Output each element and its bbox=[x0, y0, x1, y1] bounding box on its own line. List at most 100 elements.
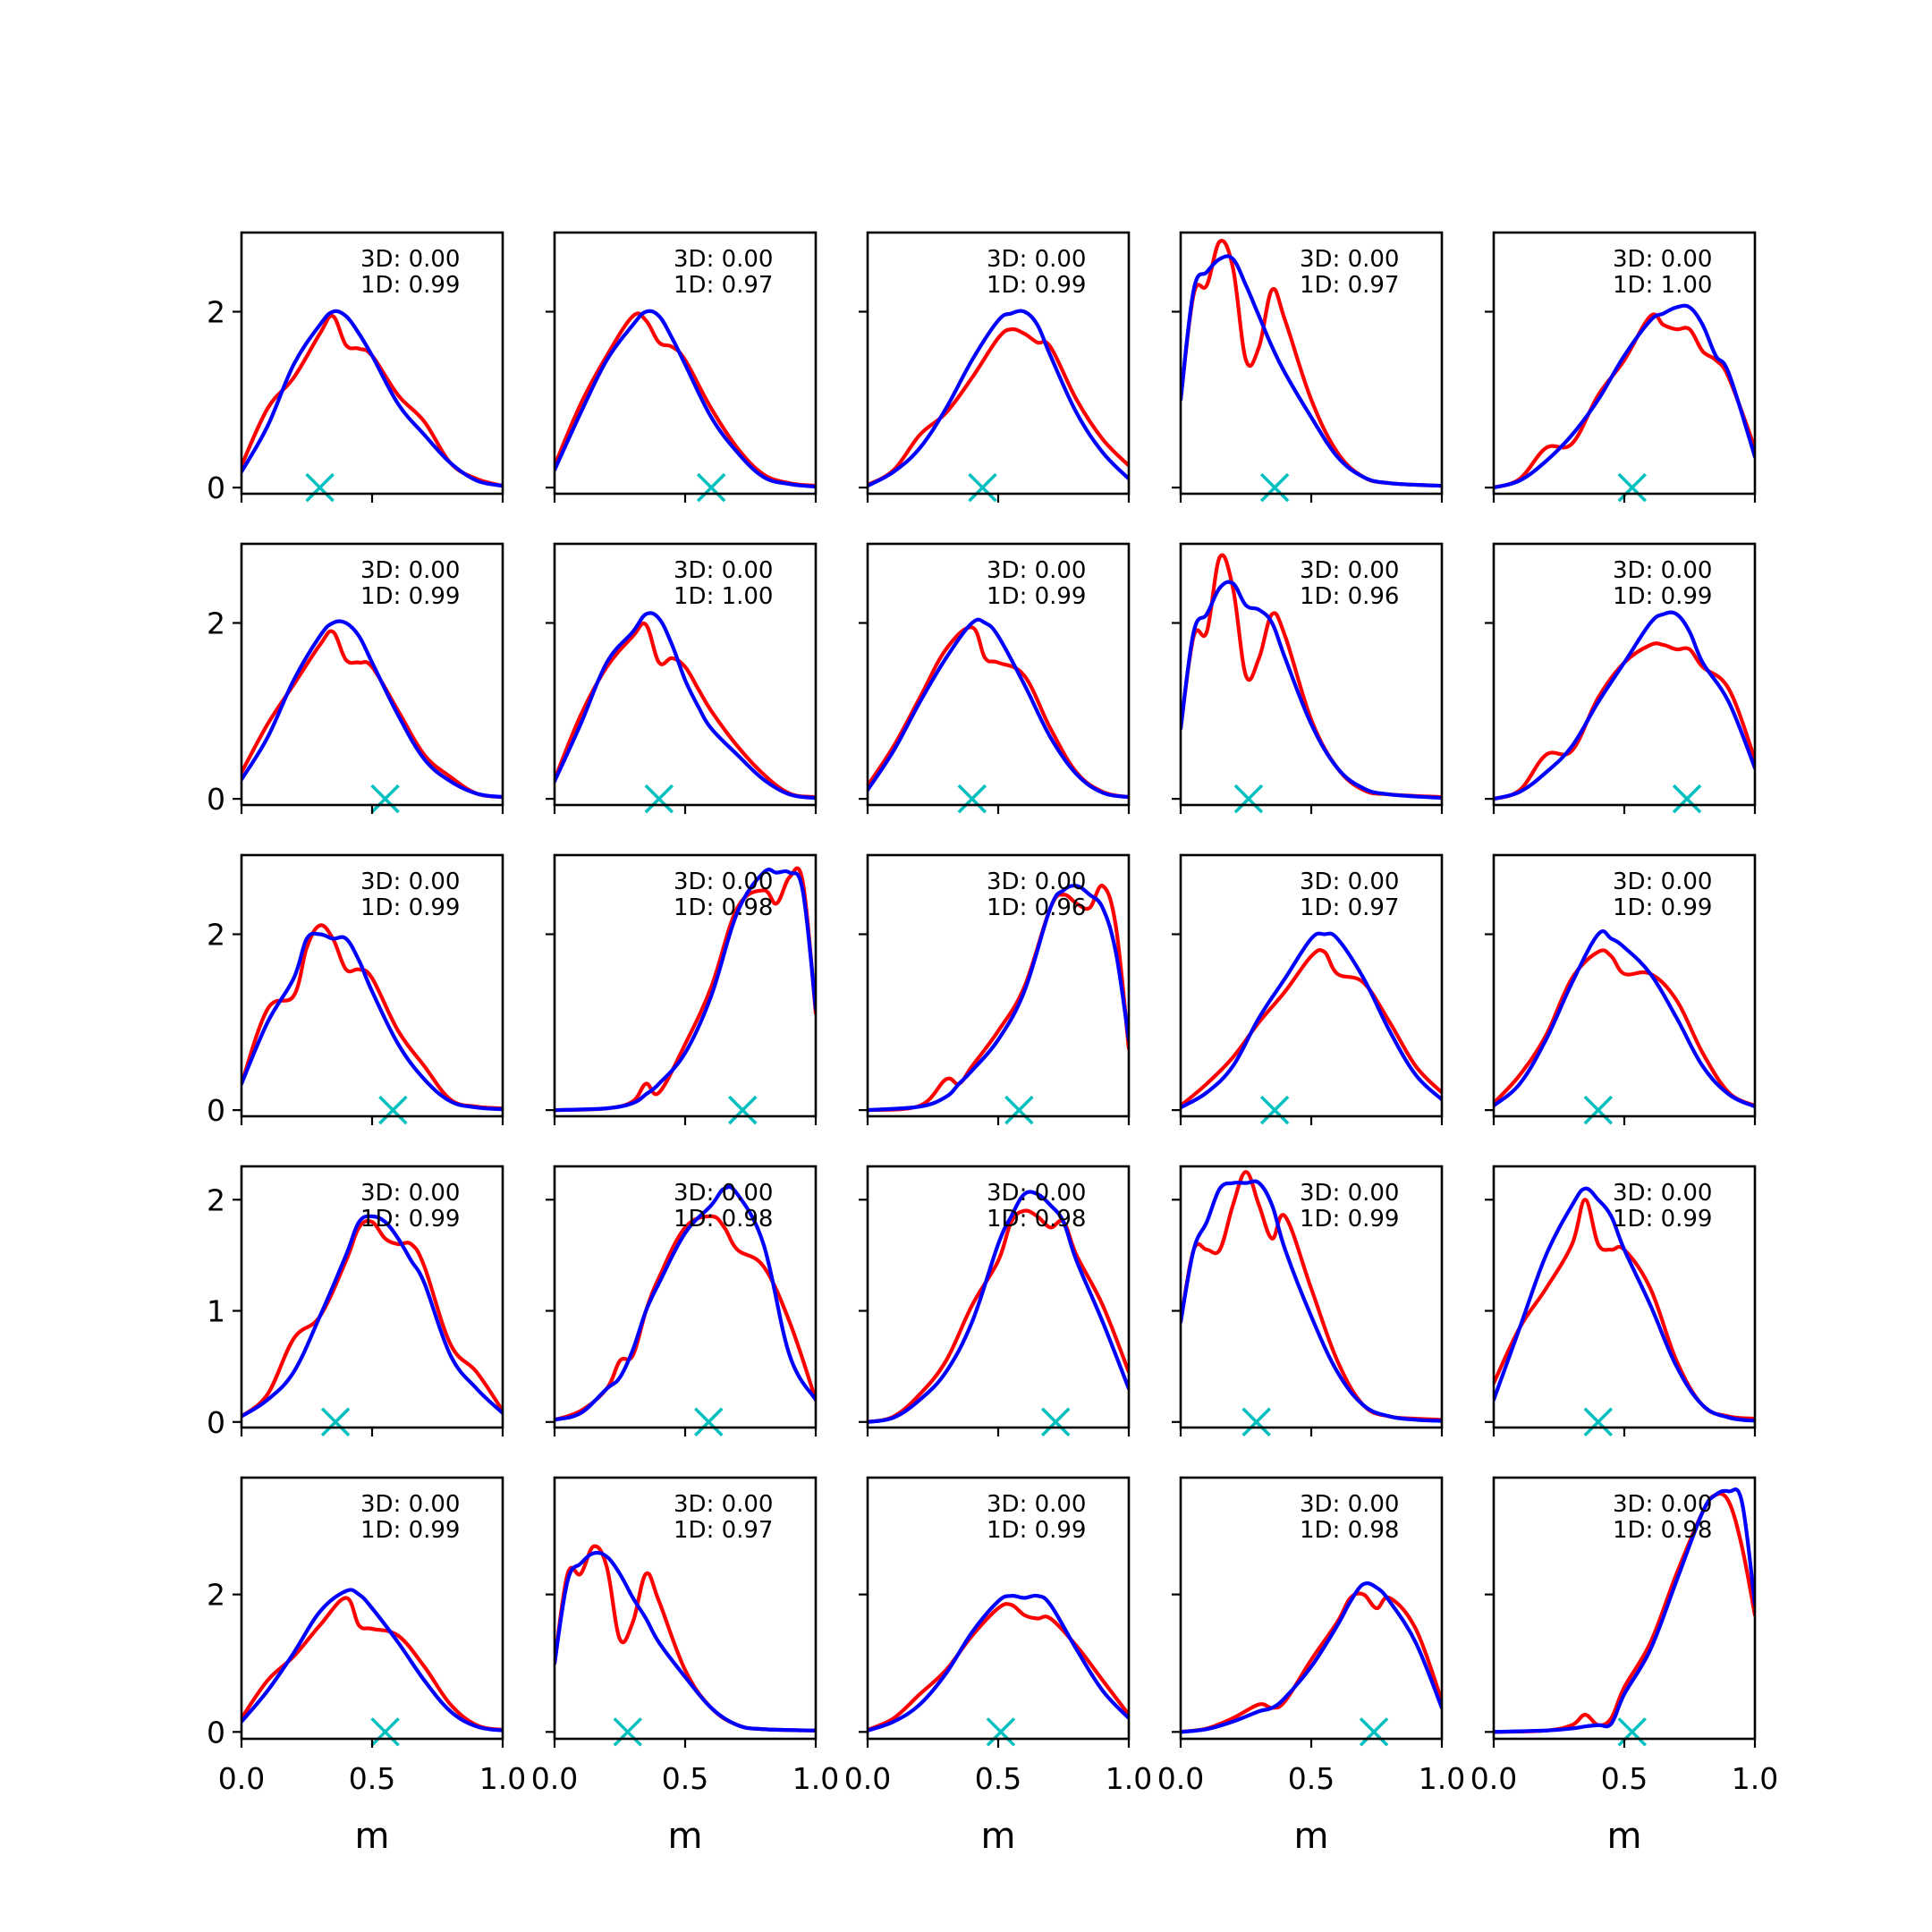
score-annotation: 1D: 0.99 bbox=[1613, 1206, 1712, 1233]
cross-marker-stroke bbox=[1004, 1095, 1034, 1125]
blue-curve bbox=[868, 1593, 1129, 1733]
score-annotation: 1D: 0.98 bbox=[1613, 1517, 1712, 1544]
red-curve bbox=[242, 1218, 503, 1419]
x-axis-label: m bbox=[668, 1816, 703, 1857]
y-tick-label: 0 bbox=[207, 1093, 225, 1128]
y-tick-label: 2 bbox=[207, 294, 225, 329]
cross-marker-stroke bbox=[305, 472, 335, 503]
cross-marker bbox=[1617, 472, 1647, 503]
red-curve bbox=[868, 625, 1129, 800]
blue-curve bbox=[555, 868, 816, 1113]
cross-marker-stroke bbox=[644, 784, 674, 814]
red-curve bbox=[1181, 1591, 1442, 1734]
red-curve bbox=[242, 314, 503, 488]
score-annotation: 3D: 0.00 bbox=[360, 1491, 460, 1518]
y-tick-label: 2 bbox=[207, 1182, 225, 1217]
x-tick-label: 0.0 bbox=[844, 1761, 891, 1796]
x-tick-label: 0.0 bbox=[1470, 1761, 1517, 1796]
red-curve bbox=[1494, 641, 1755, 801]
cross-marker bbox=[986, 1717, 1016, 1747]
score-annotation: 1D: 0.99 bbox=[360, 1517, 460, 1544]
red-curve bbox=[555, 621, 816, 800]
x-tick-label: 0.5 bbox=[1288, 1761, 1335, 1796]
score-annotation: 1D: 0.98 bbox=[987, 1206, 1086, 1233]
blue-curve bbox=[555, 1184, 816, 1422]
cross-marker-stroke bbox=[694, 1407, 724, 1437]
blue-curve bbox=[1494, 1186, 1755, 1423]
score-annotation: 1D: 0.97 bbox=[1300, 894, 1399, 921]
red-curve bbox=[555, 1544, 816, 1733]
y-tick-label: 0 bbox=[207, 470, 225, 505]
blue-curve bbox=[868, 617, 1129, 800]
score-annotation: 1D: 0.98 bbox=[1300, 1517, 1399, 1544]
blue-curve bbox=[1181, 1580, 1442, 1734]
score-annotation: 3D: 0.00 bbox=[1613, 1180, 1712, 1207]
score-annotation: 1D: 1.00 bbox=[1613, 272, 1712, 299]
x-axis-label: m bbox=[1607, 1816, 1642, 1857]
cross-marker bbox=[378, 1095, 408, 1125]
y-tick-label: 0 bbox=[207, 782, 225, 817]
score-annotation: 3D: 0.00 bbox=[987, 1180, 1086, 1207]
red-curve bbox=[242, 923, 503, 1111]
score-annotation: 1D: 0.98 bbox=[674, 1206, 773, 1233]
blue-curve bbox=[1181, 580, 1442, 801]
y-tick-label: 0 bbox=[207, 1405, 225, 1440]
blue-curve bbox=[242, 931, 503, 1112]
cross-marker-stroke bbox=[378, 1095, 408, 1125]
x-axis-label: m bbox=[355, 1816, 390, 1857]
cross-marker bbox=[1004, 1095, 1034, 1125]
x-tick-label: 0.0 bbox=[1157, 1761, 1204, 1796]
score-annotation: 3D: 0.00 bbox=[1613, 246, 1712, 273]
red-curve bbox=[242, 629, 503, 800]
cross-marker-stroke bbox=[1041, 1407, 1071, 1437]
cross-marker-stroke bbox=[1583, 1407, 1614, 1437]
blue-curve bbox=[868, 309, 1129, 488]
red-curve bbox=[1494, 948, 1755, 1108]
cross-marker-stroke bbox=[1583, 1095, 1614, 1125]
cross-marker bbox=[1617, 1717, 1647, 1747]
blue-curve bbox=[555, 611, 816, 801]
y-tick-label: 1 bbox=[207, 1294, 225, 1329]
cross-marker bbox=[370, 784, 400, 814]
cross-marker-stroke bbox=[696, 472, 726, 503]
x-tick-label: 1.0 bbox=[1732, 1761, 1778, 1796]
cross-marker-stroke bbox=[968, 472, 997, 503]
x-tick-label: 1.0 bbox=[792, 1761, 839, 1796]
cross-marker bbox=[1583, 1407, 1614, 1437]
red-curve bbox=[555, 866, 816, 1113]
score-annotation: 1D: 0.99 bbox=[987, 272, 1086, 299]
red-curve bbox=[1181, 947, 1442, 1108]
cross-marker bbox=[305, 472, 335, 503]
cross-marker bbox=[1259, 1095, 1290, 1125]
red-curve bbox=[1494, 1491, 1755, 1734]
cross-marker bbox=[1233, 784, 1264, 814]
cross-marker-stroke bbox=[1233, 784, 1264, 814]
score-annotation: 3D: 0.00 bbox=[674, 1180, 773, 1207]
x-tick-label: 1.0 bbox=[1419, 1761, 1465, 1796]
score-annotation: 3D: 0.00 bbox=[360, 557, 460, 584]
red-curve bbox=[868, 1208, 1129, 1424]
cross-marker-stroke bbox=[1617, 1717, 1647, 1747]
cross-marker-stroke bbox=[613, 1717, 642, 1747]
x-tick-label: 0.5 bbox=[975, 1761, 1021, 1796]
x-axis-label: m bbox=[981, 1816, 1016, 1857]
blue-curve bbox=[242, 619, 503, 800]
cross-marker bbox=[1259, 472, 1290, 503]
score-annotation: 3D: 0.00 bbox=[987, 246, 1086, 273]
x-tick-label: 0.5 bbox=[1601, 1761, 1648, 1796]
blue-curve bbox=[1181, 254, 1442, 488]
score-annotation: 1D: 0.96 bbox=[1300, 583, 1399, 610]
